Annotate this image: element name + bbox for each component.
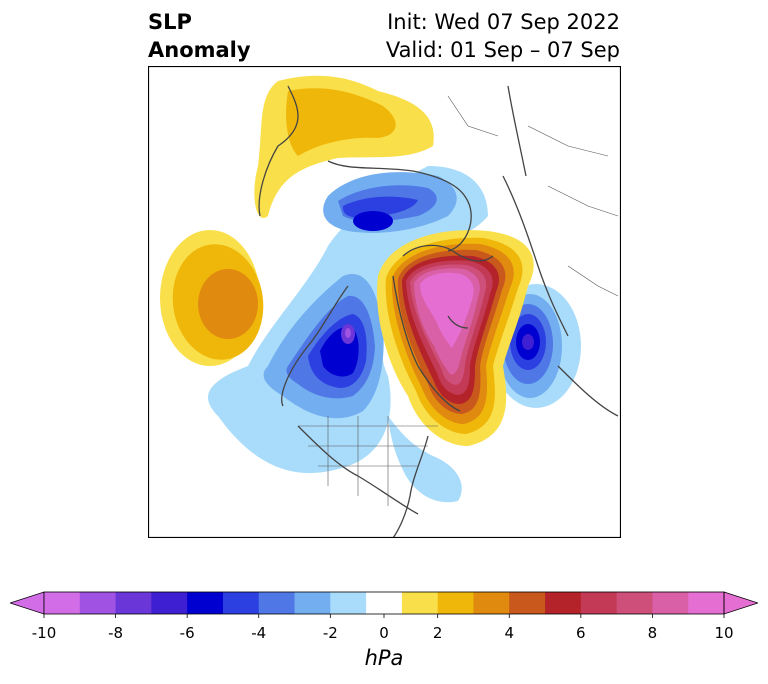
init-date: Init: Wed 07 Sep 2022	[387, 10, 620, 34]
positive-anomaly-asia	[254, 75, 434, 218]
colorbar-segment	[652, 592, 689, 614]
colorbar-segment	[545, 592, 582, 614]
colorbar-segment	[222, 592, 260, 614]
valid-range: Valid: 01 Sep – 07 Sep	[385, 38, 620, 62]
colorbar-segment	[330, 592, 367, 614]
colorbar-tick-label: -6	[179, 624, 195, 642]
anomaly-shading	[160, 75, 581, 503]
colorbar-segment	[79, 592, 117, 614]
colorbar-segment	[437, 592, 474, 614]
colorbar-tick-label: 6	[576, 624, 586, 642]
colorbar-segment	[115, 592, 152, 614]
colorbar-tick-label: 4	[504, 624, 515, 642]
colorbar-tick-label: -4	[251, 624, 267, 642]
positive-anomaly-greenland	[377, 230, 534, 446]
slp-anomaly-map	[148, 66, 621, 538]
colorbar-over-arrow	[723, 591, 758, 615]
colorbar-segment	[151, 592, 188, 614]
colorbar-segment	[473, 592, 510, 614]
colorbar-tick-label: 8	[647, 624, 658, 642]
colorbar-tick-label: -10	[31, 624, 57, 642]
colorbar	[10, 591, 758, 618]
colorbar-tick-label: 0	[379, 624, 389, 642]
title-quantity: Anomaly	[148, 38, 251, 62]
title-variable: SLP	[148, 10, 192, 34]
colorbar-segment	[187, 592, 224, 614]
colorbar-segment	[580, 592, 618, 614]
colorbar-tick-label: -8	[108, 624, 124, 642]
colorbar-segment	[366, 592, 403, 614]
colorbar-segment	[44, 592, 81, 614]
political-borders	[298, 95, 619, 506]
map-title-right: Init: Wed 07 Sep 2022 Valid: 01 Sep – 07…	[386, 8, 620, 64]
map-frame	[148, 66, 621, 538]
colorbar-tick-label: 10	[714, 624, 734, 642]
map-title-left: SLP Anomaly	[148, 8, 251, 64]
colorbar-segment	[509, 592, 546, 614]
colorbar-tick-label: -2	[322, 624, 338, 642]
colorbar-segment	[688, 592, 725, 614]
colorbar-segment	[616, 592, 653, 614]
colorbar-segment	[294, 592, 331, 614]
colorbar-segment	[258, 592, 296, 614]
colorbar-unit: hPa	[364, 646, 404, 670]
colorbar-tick-label: 2	[432, 624, 443, 642]
positive-anomaly-pacific	[160, 230, 264, 366]
colorbar-segment	[401, 592, 439, 614]
colorbar-under-arrow	[10, 591, 45, 615]
